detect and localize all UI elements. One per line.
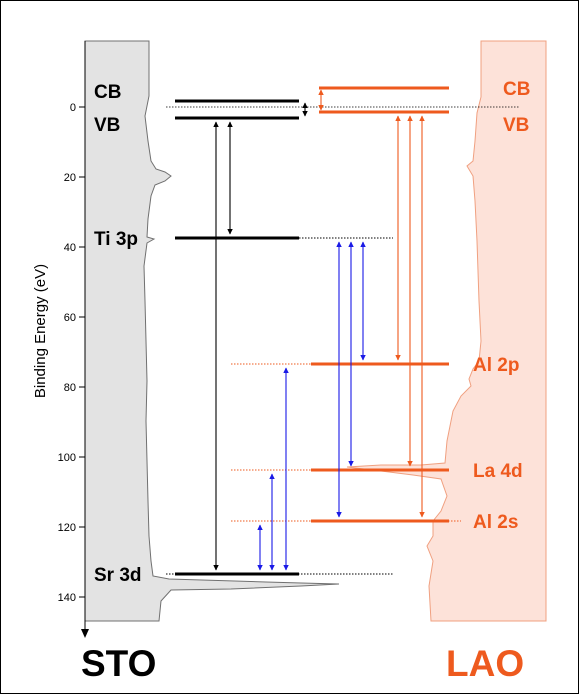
lao-levels: CB VB Al 2p La 4d Al 2s [311, 79, 530, 533]
sto-levels: CB VB Ti 3p Sr 3d [94, 82, 299, 586]
lao-level-label-cb: CB [503, 79, 530, 100]
sto-level-label-sr3d: Sr 3d [94, 565, 142, 586]
y-tick-label: 80 [64, 382, 76, 394]
y-tick-label: 20 [64, 172, 76, 184]
lao-level-label-vb: VB [503, 115, 529, 136]
y-tick-label: 60 [64, 312, 76, 324]
y-tick-label: 40 [64, 242, 76, 254]
sto-level-label-vb: VB [94, 115, 120, 136]
sto-level-label-cb: CB [94, 82, 121, 103]
sto-level-label-ti3p: Ti 3p [94, 229, 138, 250]
y-tick-label: 120 [58, 522, 76, 534]
sto-material-label: STO [81, 643, 156, 684]
sto-spectrum [84, 40, 340, 622]
y-axis: 0 20 40 60 80 100 120 140 Binding Energy (eV) [32, 41, 89, 638]
y-axis-label: Binding Energy (eV) [32, 264, 49, 398]
lao-level-label-al2s: Al 2s [473, 512, 518, 533]
lao-spectrum [346, 40, 547, 622]
y-ticks: 0 20 40 60 80 100 120 140 [58, 102, 85, 604]
y-tick-label: 140 [58, 592, 76, 604]
y-tick-label: 0 [70, 102, 76, 114]
lao-level-label-la4d: La 4d [473, 461, 523, 482]
transition-arrows [213, 89, 425, 571]
y-tick-label: 100 [58, 452, 76, 464]
lao-level-label-al2p: Al 2p [473, 355, 519, 376]
lao-material-label: LAO [446, 643, 524, 684]
